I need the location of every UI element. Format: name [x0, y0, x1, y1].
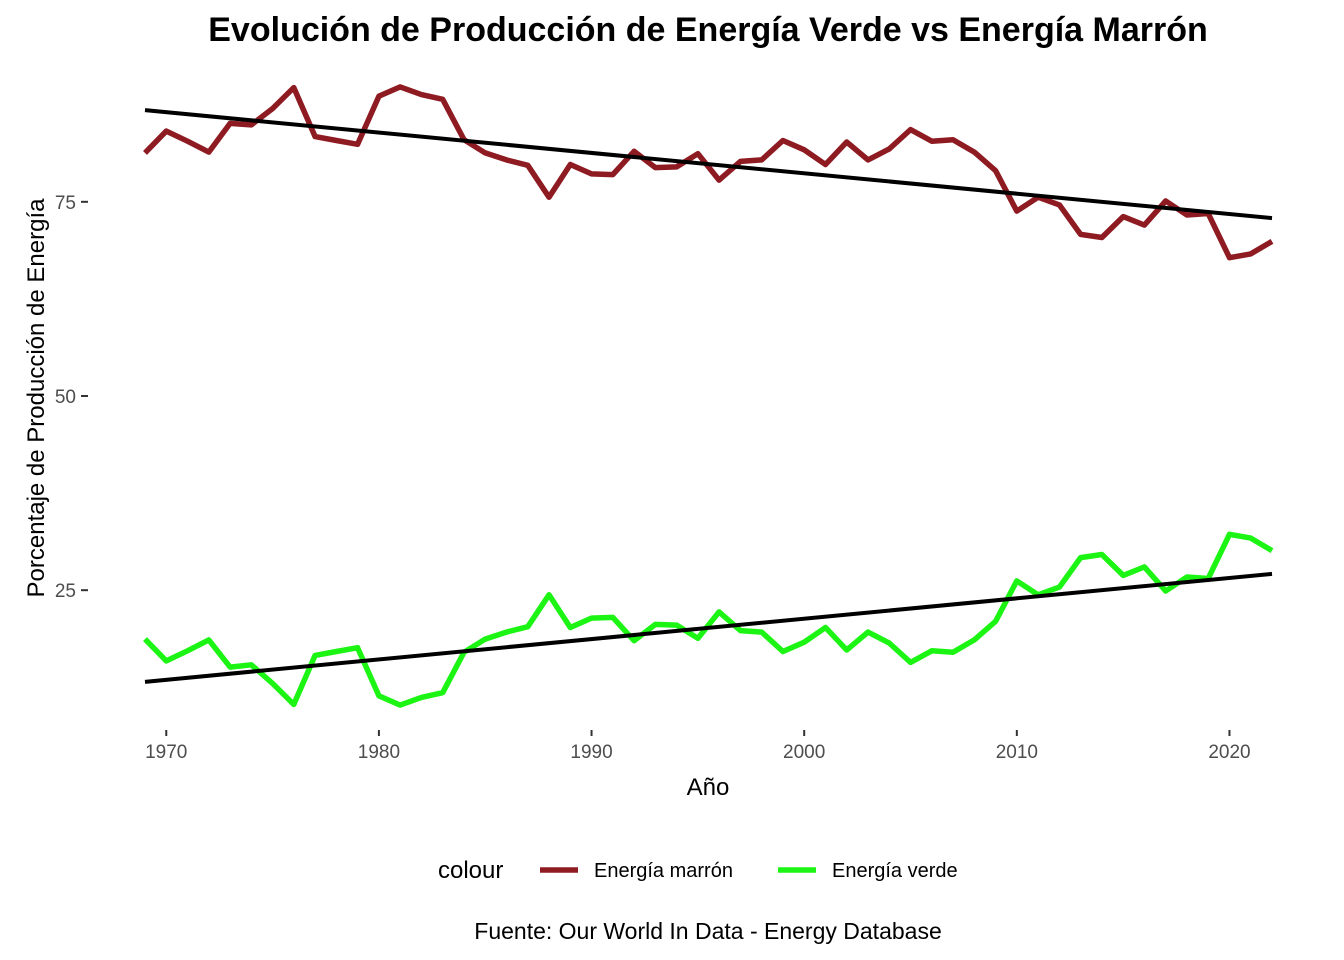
y-tick-label: 50: [55, 387, 76, 408]
x-tick-label: 1980: [358, 742, 400, 763]
legend-title: colour: [438, 857, 503, 884]
legend-label-1: Energía marrón: [594, 860, 733, 882]
y-axis-title: Porcentaje de Producción de Energía: [23, 198, 50, 598]
x-tick-label: 2020: [1208, 742, 1250, 763]
legend-label-2: Energía verde: [832, 860, 958, 882]
x-tick-label: 2000: [783, 742, 825, 763]
trend-line-2: [144, 571, 1273, 684]
legend: colour Energía marrón Energía verde: [438, 857, 958, 884]
y-axis: 25 50 75: [55, 193, 88, 602]
x-axis-title: Año: [687, 774, 730, 801]
x-tick-label: 1970: [145, 742, 187, 763]
y-tick-label: 75: [55, 193, 76, 214]
series-line-2: [143, 531, 1274, 708]
y-tick-label: 25: [55, 581, 76, 602]
x-tick-label: 1990: [570, 742, 612, 763]
x-axis: 1970 1980 1990 2000 2010 2020: [145, 730, 1251, 763]
chart-title: Evolución de Producción de Energía Verde…: [208, 11, 1208, 49]
plot-area: [143, 84, 1274, 708]
x-tick-label: 2010: [996, 742, 1038, 763]
series-line-1: [143, 84, 1274, 261]
chart-caption: Fuente: Our World In Data - Energy Datab…: [474, 918, 941, 944]
trend-line-1: [144, 108, 1273, 221]
